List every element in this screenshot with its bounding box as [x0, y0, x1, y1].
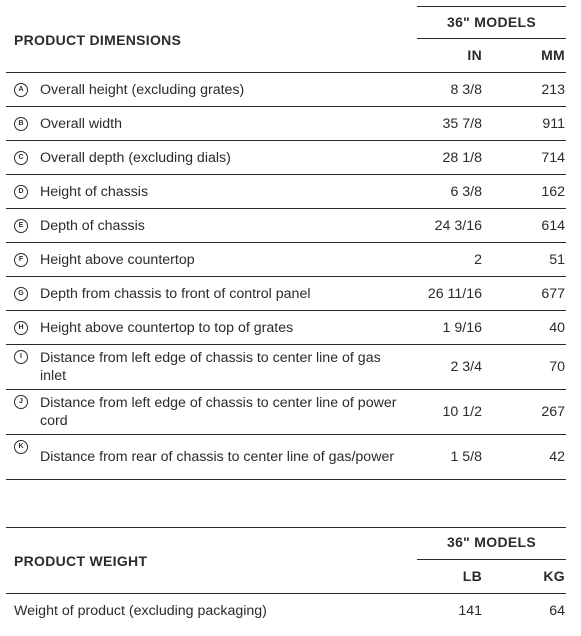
- dimensions-table: PRODUCT DIMENSIONS 36" MODELS IN MM A Ove…: [6, 6, 566, 480]
- dimension-marker-icon: I: [14, 350, 28, 364]
- dimension-label: Height above countertop: [40, 251, 195, 268]
- dimensions-models-heading: 36" MODELS: [417, 6, 566, 39]
- weight-table: PRODUCT WEIGHT 36" MODELS LB KG Weight o…: [6, 527, 566, 628]
- dimensions-rows: A Overall height (excluding grates) 8 3/8 2…: [6, 73, 566, 480]
- dimension-label-cell: B Overall width: [6, 107, 410, 140]
- dimension-label-cell: K Distance from rear of chassis to center…: [6, 435, 410, 479]
- dimension-marker-icon: D: [14, 185, 28, 199]
- dimension-label-cell: E Depth of chassis: [6, 209, 410, 242]
- dimension-value-in: 8 3/8: [450, 81, 482, 98]
- dimension-row: A Overall height (excluding grates) 8 3/8 2…: [6, 73, 566, 107]
- dimension-label-cell: C Overall depth (excluding dials): [6, 141, 410, 174]
- dimension-marker-icon: H: [14, 321, 28, 335]
- dimension-row: K Distance from rear of chassis to center…: [6, 435, 566, 480]
- dimension-value-mm: 677: [541, 285, 565, 302]
- dimension-value-mm: 51: [549, 251, 565, 268]
- dimensions-header: PRODUCT DIMENSIONS 36" MODELS IN MM: [6, 6, 566, 73]
- dimension-row: D Height of chassis 6 3/8 162: [6, 175, 566, 209]
- dimension-label: Depth from chassis to front of control p…: [40, 285, 311, 302]
- dimension-value-mm: 42: [549, 449, 565, 465]
- dimension-value-mm: 614: [541, 217, 565, 234]
- weight-rows: Weight of product (excluding packaging) 1…: [6, 594, 566, 628]
- dimension-marker-icon: E: [14, 219, 28, 233]
- dimension-label: Overall height (excluding grates): [40, 81, 245, 98]
- weight-header: PRODUCT WEIGHT 36" MODELS LB KG: [6, 527, 566, 594]
- dimension-row: G Depth from chassis to front of control …: [6, 277, 566, 311]
- weight-header-rule: [6, 593, 566, 594]
- dimension-label: Depth of chassis: [40, 217, 145, 234]
- weight-title: PRODUCT WEIGHT: [14, 553, 148, 569]
- dimension-row: F Height above countertop 2 51: [6, 243, 566, 277]
- weight-row: Weight of product (excluding packaging) 1…: [6, 594, 566, 628]
- dimension-value-mm: 714: [541, 149, 565, 166]
- dimension-label: Overall depth (excluding dials): [40, 149, 231, 166]
- dimension-row: H Height above countertop to top of grate…: [6, 311, 566, 345]
- weight-value-kg: 64: [549, 603, 565, 619]
- dimension-label: Overall width: [40, 115, 123, 132]
- dimension-value-in: 1 9/16: [442, 319, 482, 336]
- unit-mm: MM: [541, 47, 565, 63]
- dimension-value-in: 2 3/4: [450, 359, 482, 375]
- dimension-value-in: 10 1/2: [442, 404, 482, 420]
- dimension-label-cell: H Height above countertop to top of grate…: [6, 311, 410, 344]
- dimension-row: B Overall width 35 7/8 911: [6, 107, 566, 141]
- dimension-marker-icon: F: [14, 253, 28, 267]
- dimension-value-mm: 70: [549, 359, 565, 375]
- dimensions-title: PRODUCT DIMENSIONS: [14, 32, 182, 48]
- dimension-label: Distance from left edge of chassis to ce…: [40, 350, 381, 384]
- dimension-marker-icon: G: [14, 287, 28, 301]
- weight-top-rule: [6, 527, 566, 528]
- header-rule: [6, 72, 566, 73]
- weight-label-cell: Weight of product (excluding packaging): [6, 594, 410, 628]
- dimension-marker-icon: B: [14, 117, 28, 131]
- dimension-label: Height of chassis: [40, 183, 149, 200]
- dimensions-units: IN MM: [417, 39, 566, 72]
- dimension-value-in: 35 7/8: [442, 115, 482, 132]
- weight-label: Weight of product (excluding packaging): [14, 603, 267, 619]
- weight-models-heading: 36" MODELS: [417, 527, 566, 560]
- dimension-marker-icon: J: [14, 395, 28, 409]
- dimension-label-cell: G Depth from chassis to front of control …: [6, 277, 410, 310]
- unit-kg: KG: [543, 568, 565, 584]
- dimension-value-in: 6 3/8: [450, 183, 482, 200]
- dimension-label: Distance from left edge of chassis to ce…: [40, 395, 397, 429]
- dimension-value-mm: 213: [541, 81, 565, 98]
- dimension-label-cell: F Height above countertop: [6, 243, 410, 276]
- dimension-value-in: 26 11/16: [427, 285, 482, 302]
- dimension-row: J Distance from left edge of chassis to c…: [6, 390, 566, 435]
- dimension-value-in: 1 5/8: [450, 449, 482, 465]
- dimension-label: Height above countertop to top of grates: [40, 319, 294, 336]
- dimension-row: I Distance from left edge of chassis to c…: [6, 345, 566, 390]
- dimension-value-mm: 162: [541, 183, 565, 200]
- dimension-label-cell: I Distance from left edge of chassis to c…: [6, 345, 410, 389]
- weight-value-lb: 141: [458, 603, 482, 619]
- unit-in: IN: [467, 47, 482, 63]
- unit-lb: LB: [462, 568, 482, 584]
- dimension-label-cell: D Height of chassis: [6, 175, 410, 208]
- dimension-value-in: 28 1/8: [442, 149, 482, 166]
- dimension-value-in: 2: [474, 251, 482, 268]
- dimension-value-in: 24 3/16: [434, 217, 482, 234]
- dimension-marker-icon: K: [14, 440, 28, 454]
- dimension-row: C Overall depth (excluding dials) 28 1/8 71…: [6, 141, 566, 175]
- dimension-marker-icon: C: [14, 151, 28, 165]
- weight-units: LB KG: [417, 560, 566, 593]
- dimension-label: Distance from rear of chassis to center …: [40, 449, 395, 465]
- dimension-marker-icon: A: [14, 83, 28, 97]
- dimension-label-cell: J Distance from left edge of chassis to c…: [6, 390, 410, 434]
- dimension-value-mm: 40: [549, 319, 565, 336]
- dimension-row: E Depth of chassis 24 3/16 614: [6, 209, 566, 243]
- dimension-value-mm: 911: [542, 115, 565, 132]
- dimension-label-cell: A Overall height (excluding grates): [6, 73, 410, 106]
- dimension-value-mm: 267: [541, 404, 565, 420]
